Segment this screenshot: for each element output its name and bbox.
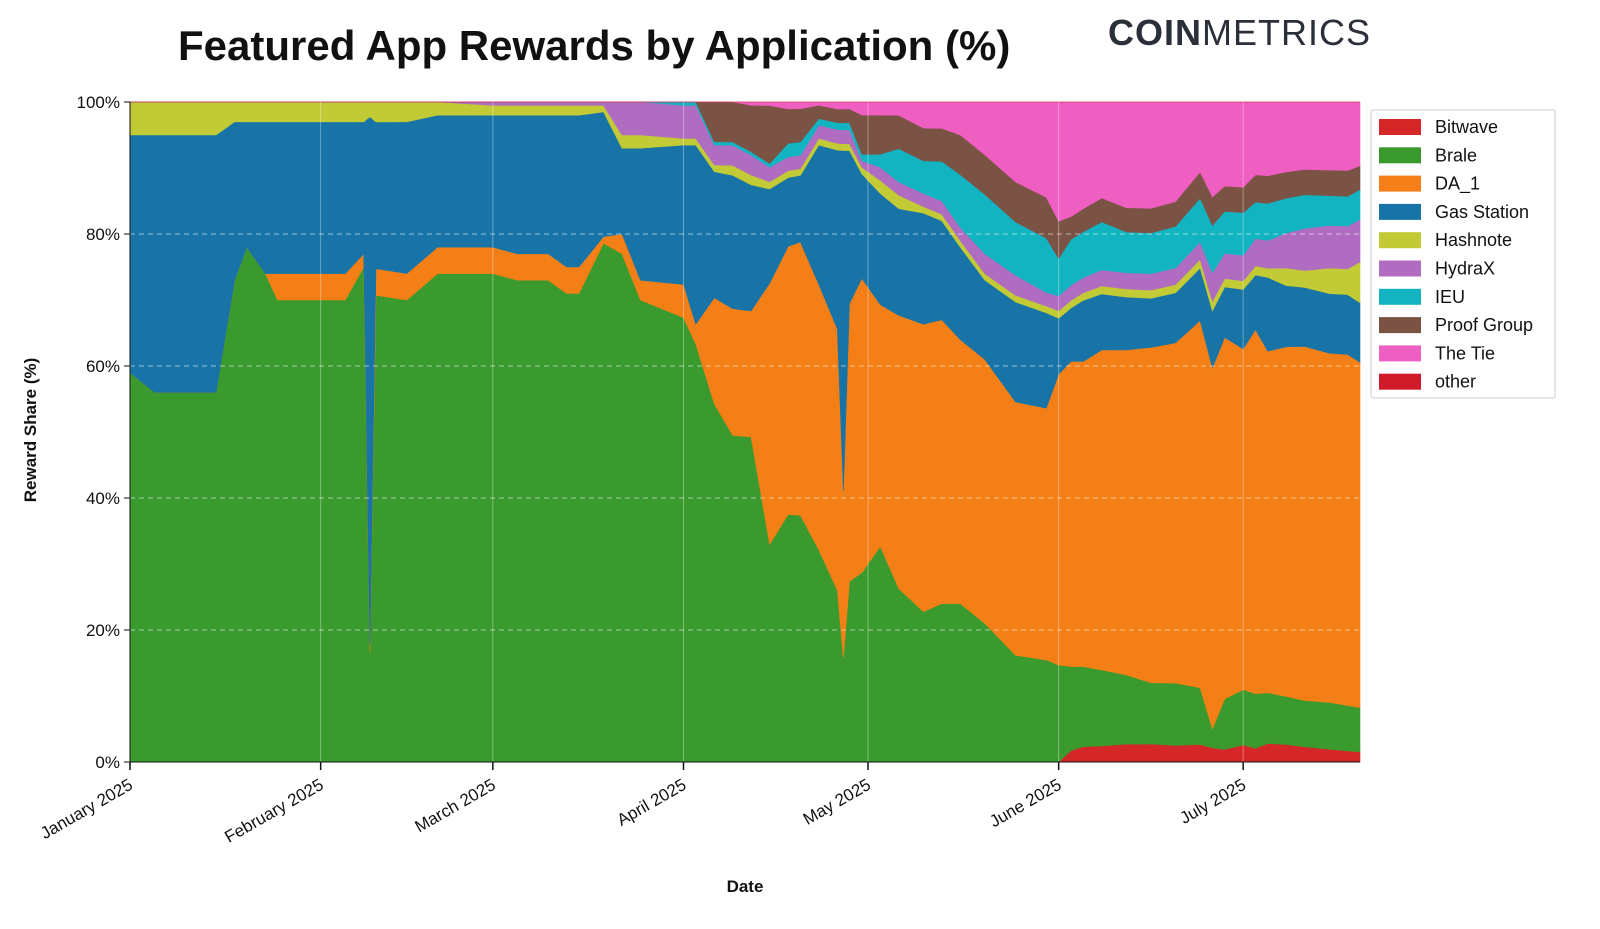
legend-swatch <box>1379 175 1421 192</box>
x-tick-label: July 2025 <box>1177 775 1250 828</box>
legend-swatch <box>1379 317 1421 334</box>
legend-label: Gas Station <box>1435 202 1529 222</box>
x-tick-label: February 2025 <box>221 775 326 847</box>
legend-swatch <box>1379 345 1421 362</box>
coinmetrics-logo: COINMETRICS <box>1108 12 1371 53</box>
legend-swatch <box>1379 232 1421 249</box>
legend-swatch <box>1379 373 1421 390</box>
legend-swatch <box>1379 119 1421 135</box>
legend-label: DA_1 <box>1435 174 1480 195</box>
x-tick-label: April 2025 <box>614 775 690 830</box>
legend-swatch <box>1379 203 1421 220</box>
legend-label: Bitwave <box>1435 117 1498 137</box>
y-tick-label: 40% <box>86 489 120 508</box>
gridlines <box>129 102 1360 762</box>
legend-label: other <box>1435 372 1476 392</box>
area-layer <box>129 101 1361 763</box>
x-tick-label: March 2025 <box>412 775 499 836</box>
y-tick-label: 20% <box>86 621 120 640</box>
legend: Bitwave Brale DA_1 Gas Station Hashnote Hydra… <box>1370 109 1556 399</box>
y-tick-label: 60% <box>86 357 120 376</box>
x-axis-label: Date <box>727 877 764 896</box>
x-tick-label: January 2025 <box>37 775 136 843</box>
legend-label: Proof Group <box>1435 315 1533 335</box>
legend-swatch <box>1379 147 1421 164</box>
x-tick-label: June 2025 <box>986 775 1064 831</box>
y-axis-label: Reward Share (%) <box>21 358 40 503</box>
legend-label: Brale <box>1435 145 1477 165</box>
y-tick-label: 100% <box>77 93 120 112</box>
legend-swatch <box>1379 288 1421 305</box>
legend-label: Hashnote <box>1435 230 1512 250</box>
legend-label: The Tie <box>1435 343 1495 363</box>
y-tick-label: 0% <box>95 753 120 772</box>
chart-title: Featured App Rewards by Application (%) <box>178 22 1011 69</box>
legend-label: HydraX <box>1435 259 1495 279</box>
legend-label: IEU <box>1435 287 1465 307</box>
y-tick-label: 80% <box>86 225 120 244</box>
legend-swatch <box>1379 260 1421 277</box>
x-tick-label: May 2025 <box>800 775 874 829</box>
